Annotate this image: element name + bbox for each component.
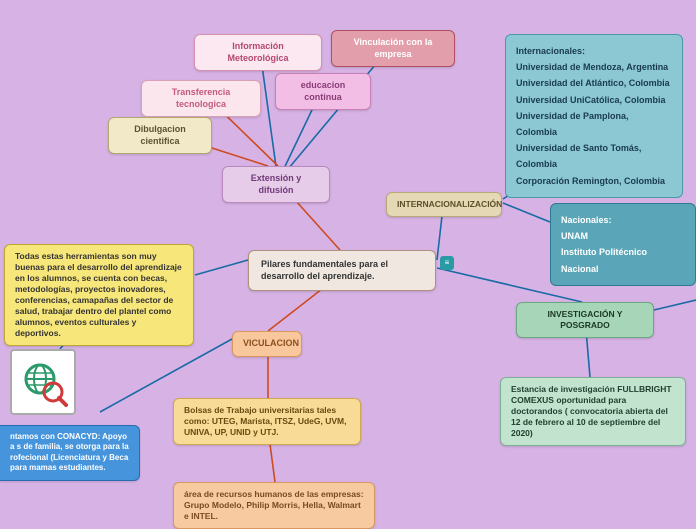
node-herramientas[interactable]: Todas estas herramientas son muy buenas … <box>4 244 194 346</box>
globe-image <box>10 349 76 415</box>
node-rrhh[interactable]: área de recursos humanos de las empresas… <box>173 482 375 529</box>
node-center[interactable]: Pilares fundamentales para el desarrollo… <box>248 250 436 291</box>
node-estancia[interactable]: Estancia de investigación FULLBRIGHT COM… <box>500 377 686 446</box>
node-dibulgacion[interactable]: Dibulgacion cientifica <box>108 117 212 154</box>
node-transf-tec[interactable]: Transferencia tecnologica <box>141 80 261 117</box>
list-item: Universidad del Atlántico, Colombia <box>516 75 672 91</box>
node-edu-continua[interactable]: educacion continua <box>275 73 371 110</box>
list-internacionales[interactable]: Internacionales:Universidad de Mendoza, … <box>505 34 683 198</box>
node-bolsas[interactable]: Bolsas de Trabajo universitarias tales c… <box>173 398 361 445</box>
list-item: Universidad de Pamplona, Colombia <box>516 108 672 140</box>
node-internacionalizacion[interactable]: INTERNACIONALIZACIÓN <box>386 192 502 217</box>
list-item: Nacionales: <box>561 212 685 228</box>
list-item: UNAM <box>561 228 685 244</box>
list-item: Universidad UniCatólica, Colombia <box>516 92 672 108</box>
list-item: Instituto Politécnico Nacional <box>561 244 685 276</box>
node-extension[interactable]: Extensión y difusión <box>222 166 330 203</box>
node-info-meteo[interactable]: Información Meteorológica <box>194 34 322 71</box>
list-item: Universidad de Mendoza, Argentina <box>516 59 672 75</box>
list-item: Internacionales: <box>516 43 672 59</box>
list-nacionales[interactable]: Nacionales:UNAMInstituto Politécnico Nac… <box>550 203 696 286</box>
list-item: Universidad de Santo Tomás, Colombia <box>516 140 672 172</box>
node-viculacion[interactable]: VICULACION <box>232 331 302 357</box>
menu-icon[interactable]: ≡ <box>440 256 454 270</box>
node-investigacion[interactable]: INVESTIGACIÓN Y POSGRADO <box>516 302 654 338</box>
list-item: Corporación Remington, Colombia <box>516 173 672 189</box>
node-conacyd[interactable]: ntamos con CONACYD: Apoyo a s de familia… <box>0 425 140 481</box>
node-vinc-empresa[interactable]: Vinculación con la empresa <box>331 30 455 67</box>
